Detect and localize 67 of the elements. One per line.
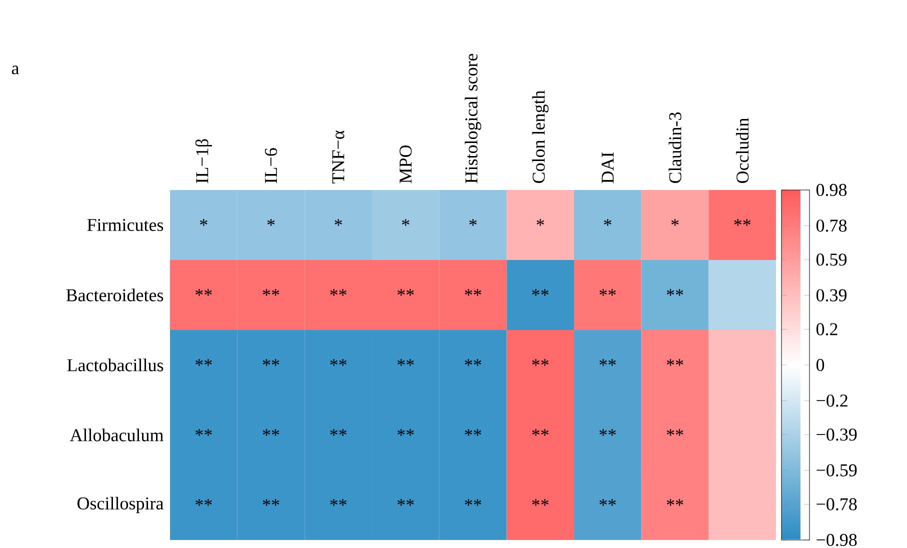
data-label: * <box>334 219 342 226</box>
data-label: * <box>267 219 275 226</box>
data-label: ** <box>666 289 684 296</box>
data-label: ** <box>262 499 280 506</box>
data-label: * <box>200 219 208 226</box>
color-bar-label: 0.98 <box>816 184 847 196</box>
color-bar-label: −0.59 <box>816 464 857 476</box>
x-tick-label: Claudin-3 <box>668 112 682 183</box>
data-label: ** <box>734 219 750 226</box>
data-label: ** <box>196 359 212 366</box>
x-tick-label: DAI <box>602 152 614 184</box>
color-bar-label: 0.78 <box>816 220 847 232</box>
color-bar-label: 0 <box>816 358 824 372</box>
y-tick-label: Lactobacillus <box>67 358 164 372</box>
data-label: ** <box>532 429 548 436</box>
data-label: ** <box>196 429 212 436</box>
color-bar-label: −0.2 <box>816 394 848 407</box>
color-bar-label: 0.39 <box>816 289 847 302</box>
data-label: ** <box>330 359 346 366</box>
data-label: ** <box>262 289 280 296</box>
data-label: * <box>402 219 410 226</box>
color-bar-label: −0.98 <box>816 534 857 546</box>
x-tick-label: TNF−α <box>332 130 344 184</box>
data-label: ** <box>398 289 414 296</box>
data-label: ** <box>330 429 346 436</box>
x-tick-label: MPO <box>400 145 412 184</box>
data-label: ** <box>666 359 684 366</box>
data-label: ** <box>666 429 684 436</box>
data-label: ** <box>262 429 280 436</box>
data-label: * <box>469 219 477 226</box>
x-tick-label: Histological score <box>464 54 482 184</box>
data-label: ** <box>262 359 280 366</box>
data-label: ** <box>330 499 346 506</box>
data-label: ** <box>532 289 548 296</box>
data-label: ** <box>196 499 212 506</box>
data-label: ** <box>464 359 482 366</box>
x-tick-label: Colon length <box>532 90 549 183</box>
data-label: ** <box>600 429 616 436</box>
data-label: ** <box>600 499 616 506</box>
y-tick-label: Firmicutes <box>87 218 164 232</box>
text: a <box>12 66 20 74</box>
data-label: * <box>671 219 679 226</box>
color-bar-label: −0.78 <box>816 498 857 510</box>
y-tick-label: Bacteroidetes <box>66 288 164 302</box>
data-label: ** <box>398 359 414 366</box>
color-bar-label: −0.39 <box>816 428 857 441</box>
data-label: ** <box>600 289 616 296</box>
data-label: ** <box>464 289 482 296</box>
x-tick-label: IL−1β <box>195 139 212 184</box>
data-label: ** <box>398 429 414 436</box>
x-tick-label: IL−6 <box>264 148 278 184</box>
data-label: ** <box>532 499 548 506</box>
data-label: ** <box>464 499 482 506</box>
y-tick-label: Oscillospira <box>77 496 164 514</box>
data-label: * <box>536 219 544 226</box>
data-label: ** <box>398 499 414 506</box>
data-label: ** <box>196 289 212 296</box>
color-bar-label: 0.2 <box>816 323 838 336</box>
data-label: ** <box>600 359 616 366</box>
data-label: ** <box>532 359 548 366</box>
data-label: * <box>604 219 612 226</box>
data-label: ** <box>666 499 684 506</box>
data-label: ** <box>464 429 482 436</box>
data-label: ** <box>330 289 346 296</box>
y-tick-label: Allobaculum <box>70 428 164 442</box>
color-bar-label: 0.59 <box>816 254 847 266</box>
x-tick-label: Occludin <box>736 118 749 183</box>
